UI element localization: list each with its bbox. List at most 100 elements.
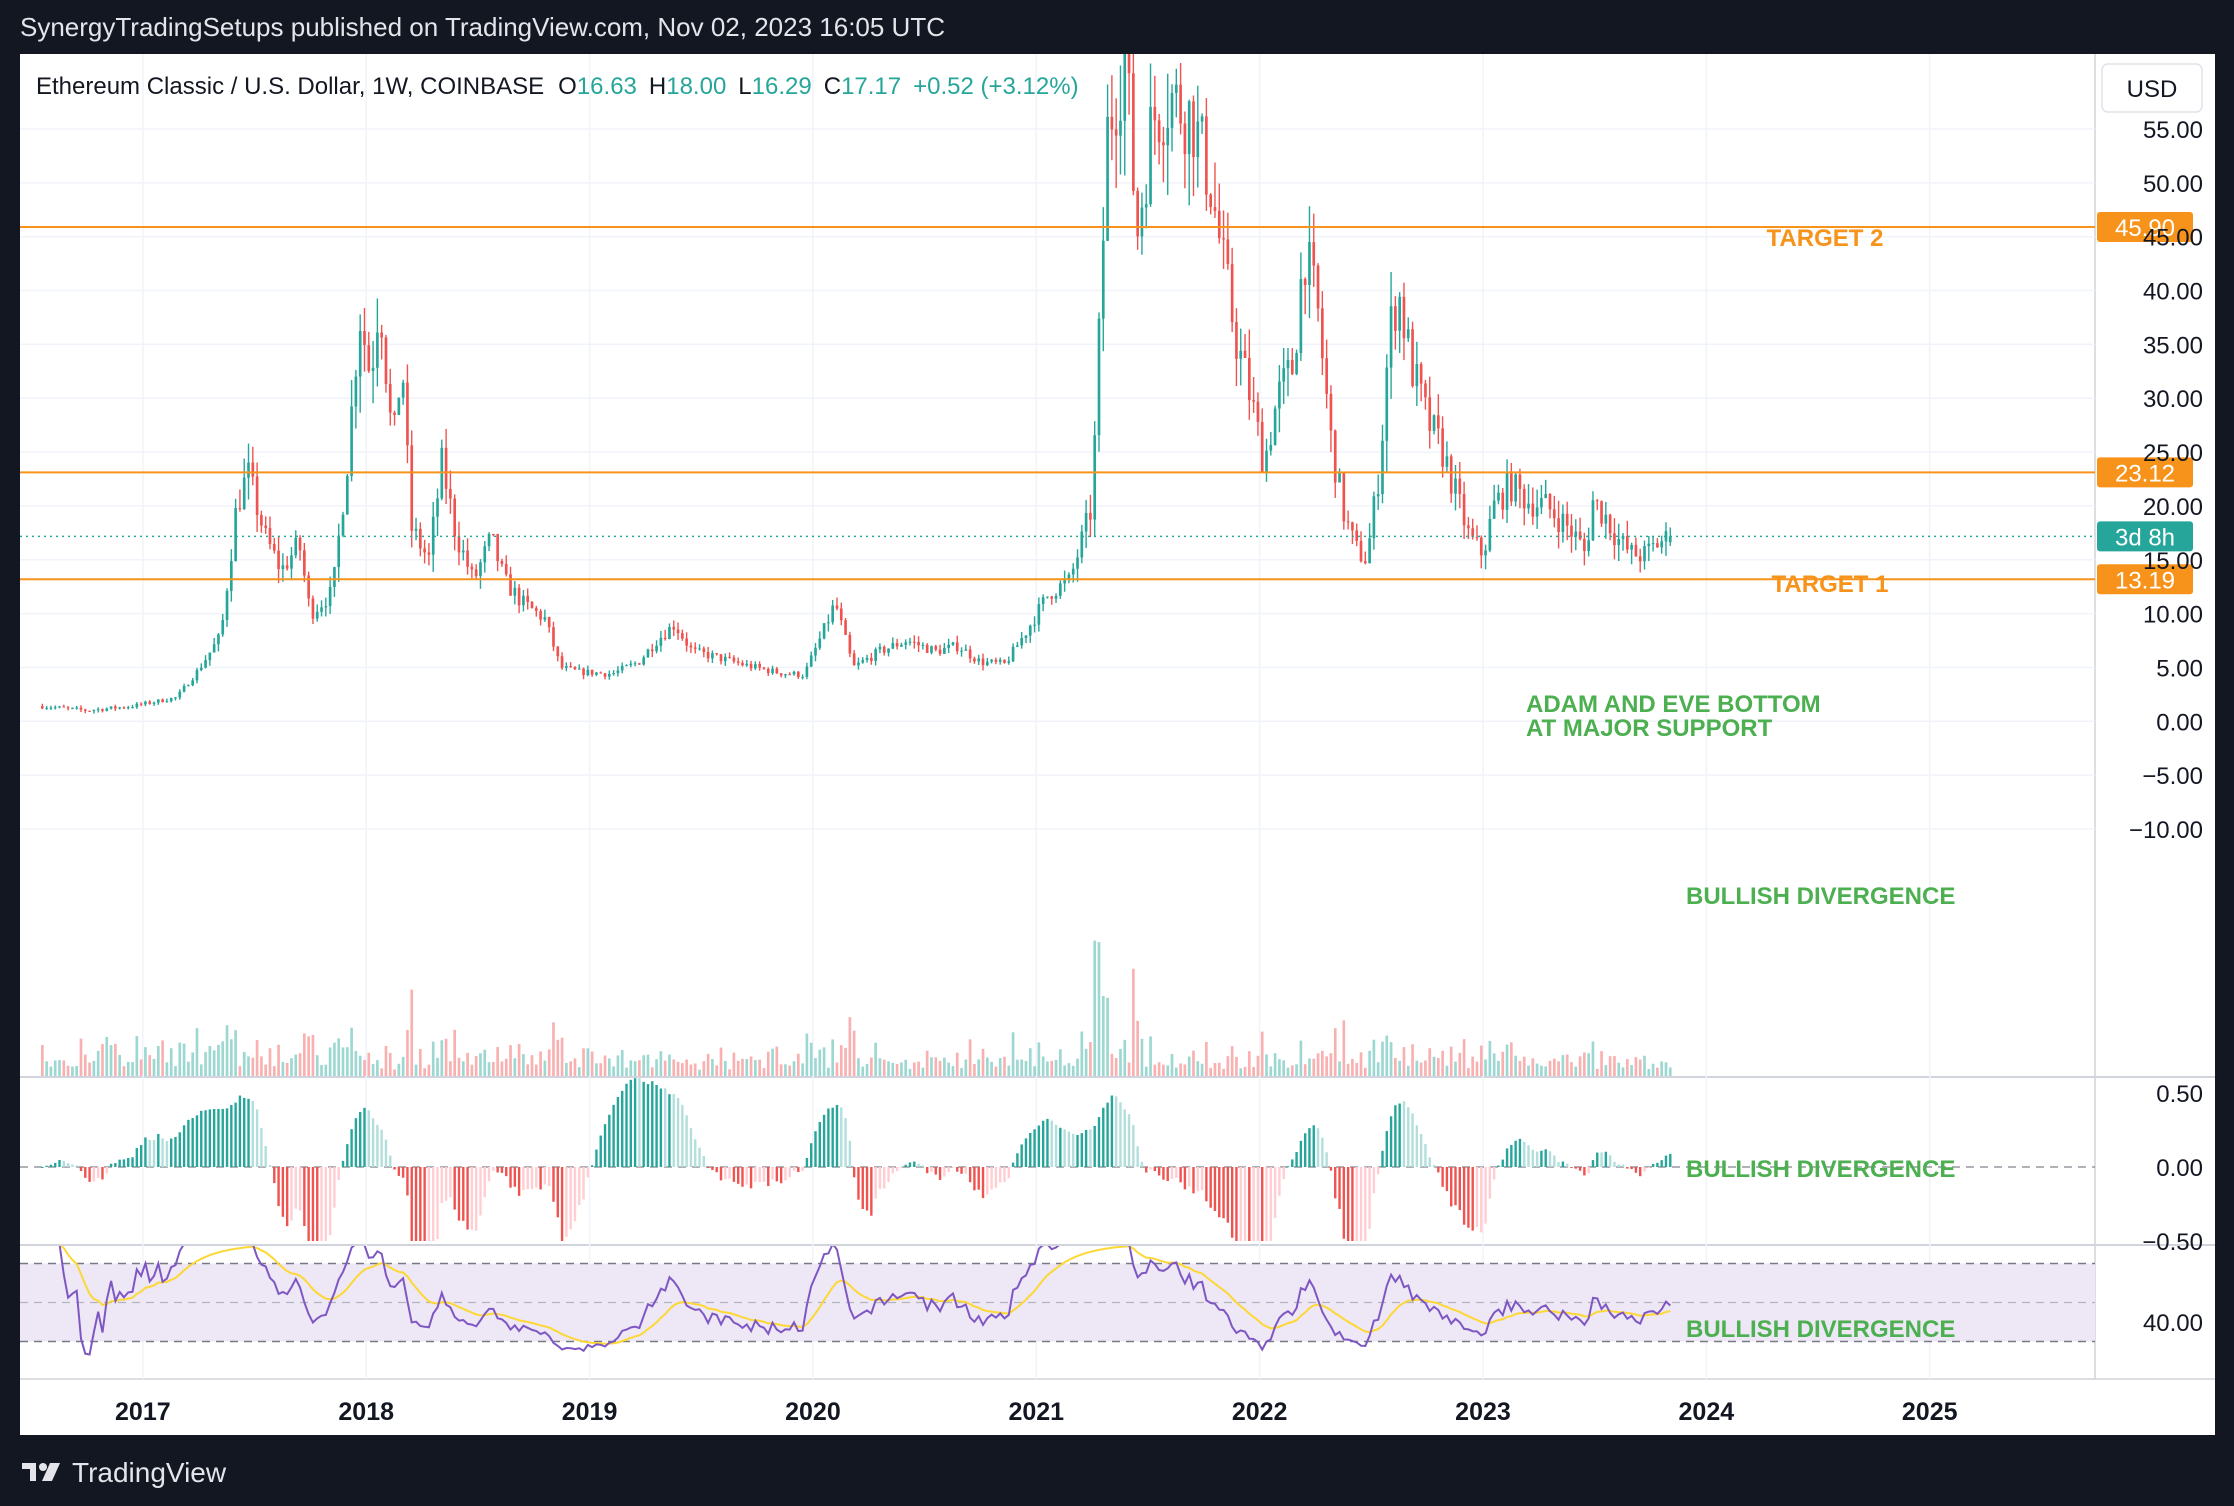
volume-bar [1587,1053,1590,1076]
macd-bar [1359,1167,1363,1241]
tradingview-logo[interactable]: TradingView [22,1457,226,1489]
candle-body [371,367,375,372]
candle-body [1200,116,1204,122]
candle-body [204,660,207,668]
volume-bar [526,1064,530,1076]
candle-body [1557,518,1560,532]
volume-bar [1295,1064,1298,1076]
macd-bar [1110,1095,1114,1167]
candle-body [487,533,491,547]
price-axis-label: 15.00 [2143,548,2203,575]
volume-bar [1106,997,1109,1076]
price-axis-label: 55.00 [2143,117,2203,144]
volume-bar [951,1066,955,1076]
macd-bar [1535,1151,1539,1167]
volume-bar [126,1061,130,1076]
macd-bar [857,1167,860,1200]
volume-bar [1101,995,1105,1076]
candle-body [1458,478,1462,495]
candle-body [728,656,731,658]
macd-bar [1059,1127,1062,1167]
volume-bar [663,1060,667,1076]
volume-bar [1488,1040,1492,1076]
volume-bar [1656,1067,1659,1076]
macd-bar [689,1128,693,1167]
candle-body [582,668,585,676]
volume-bar [105,1036,109,1076]
candle-body [195,670,199,681]
volume-bar [573,1058,577,1076]
volume-bar [1028,1048,1032,1076]
volume-bar [285,1062,289,1076]
volume-bar [397,1063,401,1076]
macd-bar [1196,1167,1199,1192]
volume-bar [1308,1058,1311,1076]
volume-bar [444,1038,448,1076]
candle-body [1016,645,1019,647]
volume-bar [848,1017,852,1076]
candle-body [324,606,328,608]
price-axis-label: −5.00 [2142,763,2203,790]
legend: Ethereum Classic / U.S. Dollar, 1W, COIN… [36,73,1079,100]
volume-bar [148,1055,152,1076]
annotation-major-support: AT MAJOR SUPPORT [1526,715,1773,742]
volume-bar [1067,1063,1071,1076]
macd-bar [535,1167,538,1188]
price-chart[interactable]: 45.90 23.12 13.19 3d 8h 55.00 50.00 45.00 40.00… [20,54,2215,1435]
currency-button-bg[interactable] [2101,63,2203,113]
volume-bar [431,1041,435,1076]
volume-bar [92,1060,96,1076]
candle-body [1402,296,1406,339]
volume-bar [1449,1046,1453,1076]
macd-bar [212,1108,216,1167]
macd-bar [642,1081,645,1167]
volume-bar [337,1038,341,1076]
legend-low-label: L [738,73,751,100]
volume-bar [1398,1060,1401,1076]
volume-bar [1522,1056,1526,1076]
macd-bar [1316,1128,1320,1167]
macd-bar [1544,1149,1547,1167]
macd-bar [384,1139,388,1167]
volume-bar [384,1045,388,1076]
macd-bar [861,1167,864,1209]
candle-body [1595,500,1599,502]
volume-bar [345,1047,349,1076]
macd-bar [350,1129,353,1167]
candle-body [281,565,285,570]
macd-bar [1557,1162,1560,1167]
candle-body [1548,494,1552,510]
volume-bar [620,1049,624,1076]
candle-body [1454,478,1457,494]
macd-bar [835,1104,839,1167]
candle-body [1020,638,1024,646]
countdown-tag-bg [2097,521,2193,552]
macd-bar [1346,1167,1350,1241]
candle-body [135,703,139,708]
volume-bar [1372,1039,1376,1076]
chart-frame[interactable]: 45.90 23.12 13.19 3d 8h 55.00 50.00 45.00 40.00… [20,54,2215,1435]
macd-bar [1020,1144,1023,1167]
volume-bar [1020,1059,1024,1076]
macd-bar [990,1167,993,1190]
time-axis-label: 2020 [785,1398,841,1426]
volume-bar [865,1064,869,1076]
macd-bar [960,1167,963,1174]
volume-bar [543,1060,547,1076]
legend-low-value: 16.29 [752,73,812,100]
legend-high-label: H [649,73,666,100]
candle-body [1286,359,1290,369]
volume-bar [1419,1062,1423,1076]
candle-body [79,707,83,710]
candle-body [977,658,981,662]
volume-bar [328,1047,332,1076]
candle-body [1471,528,1475,537]
candle-body [573,666,577,670]
candle-body [1608,514,1612,534]
legend-symbol: Ethereum Classic / U.S. Dollar, 1W, COIN… [36,73,544,100]
currency-button[interactable]: USD [2101,63,2203,113]
macd-bar [238,1095,242,1167]
volume-bar [242,1051,246,1076]
volume-bar [1046,1061,1049,1076]
volume-bar [1630,1065,1633,1076]
